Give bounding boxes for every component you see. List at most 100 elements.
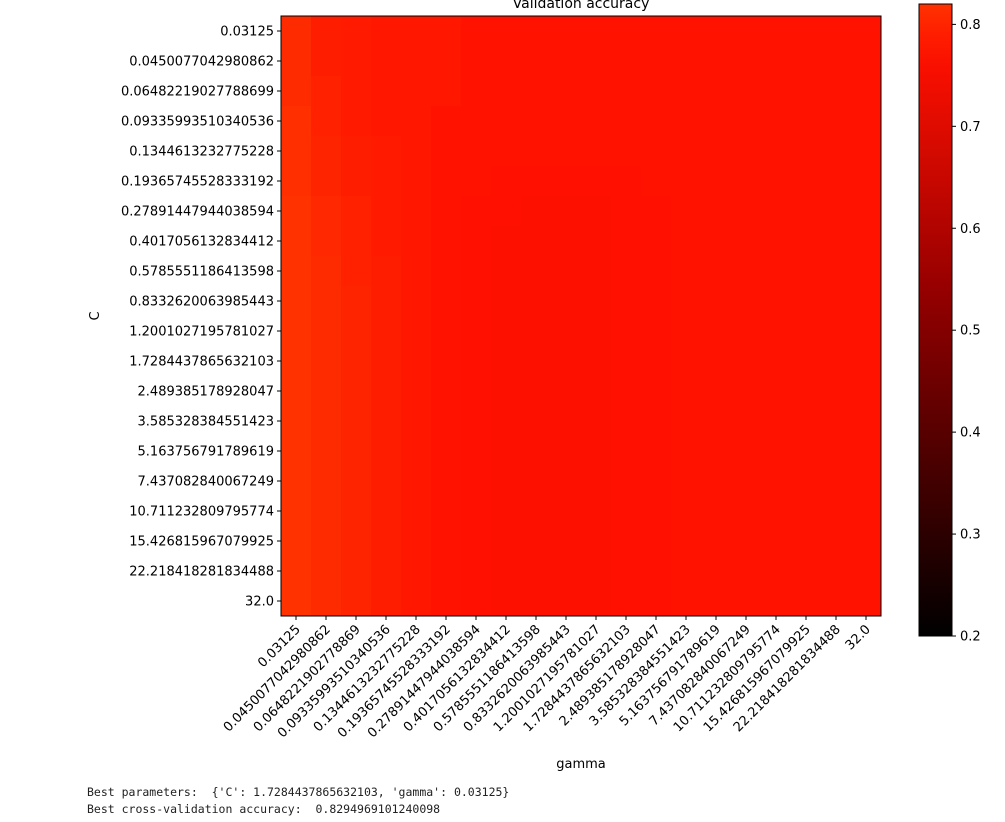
heatmap-cell — [701, 76, 732, 107]
colorbar-tick-label: 0.2 — [960, 630, 981, 645]
heatmap-cell — [791, 16, 822, 47]
heatmap-cell — [611, 46, 642, 77]
heatmap-cell — [701, 136, 732, 167]
heatmap-cell — [461, 496, 492, 527]
heatmap-cell — [281, 526, 312, 557]
heatmap-cell — [491, 526, 522, 557]
heatmap-cell — [821, 316, 852, 347]
y-axis-ticks: 0.03125 0.0450077042980862 0.0648221902778… — [121, 25, 281, 610]
heatmap-cell — [671, 16, 702, 47]
heatmap-cell — [281, 16, 312, 47]
heatmap-cell — [311, 256, 342, 287]
heatmap-cell — [851, 436, 882, 467]
heatmap-cell — [821, 16, 852, 47]
heatmap-cell — [671, 166, 702, 197]
heatmap-cell — [731, 76, 762, 107]
heatmap-cell — [461, 316, 492, 347]
heatmap-cell — [431, 556, 462, 587]
heatmap-cell — [611, 376, 642, 407]
heatmap-cell — [791, 46, 822, 77]
heatmap-cell — [371, 526, 402, 557]
y-tick-label: 3.585328384551423 — [138, 415, 274, 430]
heatmap-cell — [671, 76, 702, 107]
heatmap-cell — [281, 346, 312, 377]
heatmap-cell — [371, 46, 402, 77]
heatmap-cell — [521, 496, 552, 527]
heatmap-cell — [821, 226, 852, 257]
heatmap-cell — [521, 106, 552, 137]
heatmap-cell — [401, 286, 432, 317]
heatmap-cell — [671, 346, 702, 377]
heatmap-cell — [461, 556, 492, 587]
heatmap-cell — [491, 226, 522, 257]
heatmap-cell — [821, 406, 852, 437]
heatmap-cell — [341, 346, 372, 377]
heatmap-cell — [641, 196, 672, 227]
heatmap-cell — [491, 46, 522, 77]
heatmap-cell — [431, 16, 462, 47]
heatmap-cell — [551, 16, 582, 47]
heatmap-cell — [821, 526, 852, 557]
heatmap-cell — [551, 166, 582, 197]
heatmap-cell — [761, 346, 792, 377]
heatmap-cell — [851, 376, 882, 407]
colorbar-tick-label: 0.8 — [960, 18, 981, 33]
heatmap-cell — [851, 286, 882, 317]
heatmap-cell — [521, 136, 552, 167]
heatmap-cell — [821, 586, 852, 617]
heatmap-cell — [821, 136, 852, 167]
heatmap-cell — [281, 376, 312, 407]
x-axis-label: gamma — [556, 757, 606, 772]
heatmap-cell — [611, 256, 642, 287]
heatmap-cell — [731, 226, 762, 257]
heatmap-cell — [551, 376, 582, 407]
heatmap-cell — [761, 526, 792, 557]
heatmap-cell — [311, 136, 342, 167]
heatmap-cell — [521, 346, 552, 377]
heatmap-cell — [641, 436, 672, 467]
y-tick-label: 0.5785551186413598 — [129, 265, 274, 280]
heatmap-cell — [851, 46, 882, 77]
heatmap-cell — [581, 466, 612, 497]
heatmap-cell — [281, 316, 312, 347]
heatmap-cell — [641, 16, 672, 47]
heatmap-cell — [341, 166, 372, 197]
heatmap-cell — [281, 586, 312, 617]
heatmap-cell — [671, 436, 702, 467]
heatmap-cell — [491, 436, 522, 467]
heatmap-cell — [671, 376, 702, 407]
heatmap-cell — [431, 46, 462, 77]
y-tick-label: 1.2001027195781027 — [129, 325, 274, 340]
heatmap-cell — [461, 586, 492, 617]
colorbar-tick-label: 0.3 — [960, 528, 981, 543]
heatmap-cell — [311, 496, 342, 527]
heatmap-cell — [281, 436, 312, 467]
heatmap-cell — [461, 46, 492, 77]
heatmap-cell — [581, 286, 612, 317]
heatmap-cell — [431, 436, 462, 467]
heatmap-cell — [611, 346, 642, 377]
heatmap-cell — [791, 286, 822, 317]
heatmap-cell — [761, 436, 792, 467]
y-tick-label: 32.0 — [245, 595, 274, 610]
heatmap-cell — [551, 496, 582, 527]
heatmap-cell — [431, 466, 462, 497]
heatmap-cell — [791, 136, 822, 167]
heatmap-cell — [521, 436, 552, 467]
heatmap-cell — [851, 496, 882, 527]
heatmap-cell — [671, 46, 702, 77]
heatmap-cell — [551, 196, 582, 227]
heatmap-cell — [731, 136, 762, 167]
heatmap-cell — [311, 106, 342, 137]
heatmap-cell — [791, 166, 822, 197]
heatmap-cell — [401, 226, 432, 257]
heatmap-cell — [311, 166, 342, 197]
heatmap-cell — [461, 106, 492, 137]
y-tick-label: 0.06482219027788699 — [121, 85, 274, 100]
heatmap-cell — [431, 406, 462, 437]
heatmap-cell — [821, 46, 852, 77]
heatmap-cell — [311, 16, 342, 47]
y-tick-label: 1.7284437865632103 — [129, 355, 274, 370]
heatmap-cell — [281, 466, 312, 497]
heatmap-cell — [311, 556, 342, 587]
